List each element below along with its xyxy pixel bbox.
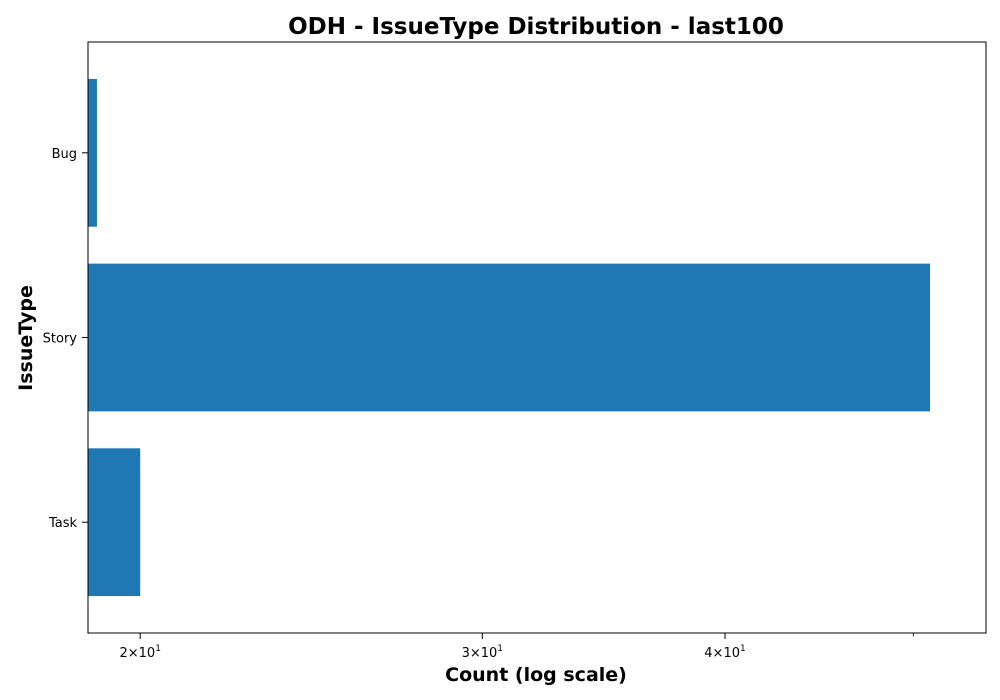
y-tick-label-task: Task: [48, 516, 78, 531]
y-tick-label-bug: Bug: [52, 147, 77, 162]
x-axis-label: Count (log scale): [445, 664, 627, 686]
y-axis-label: IssueType: [15, 285, 37, 391]
bar-task: [88, 448, 141, 597]
plot-frame: [87, 41, 987, 634]
x-tick-label-40: 4×101: [704, 644, 745, 661]
bar-story: [88, 263, 930, 412]
plot-area: Bug Story Task 2×101 3×101 4×101: [43, 41, 987, 661]
x-tick-label-30: 3×101: [462, 644, 503, 661]
x-tick-label-20: 2×101: [119, 644, 160, 661]
chart-title: ODH - IssueType Distribution - last100: [288, 14, 784, 40]
bar-bug: [88, 78, 97, 227]
y-tick-label-story: Story: [43, 332, 78, 347]
